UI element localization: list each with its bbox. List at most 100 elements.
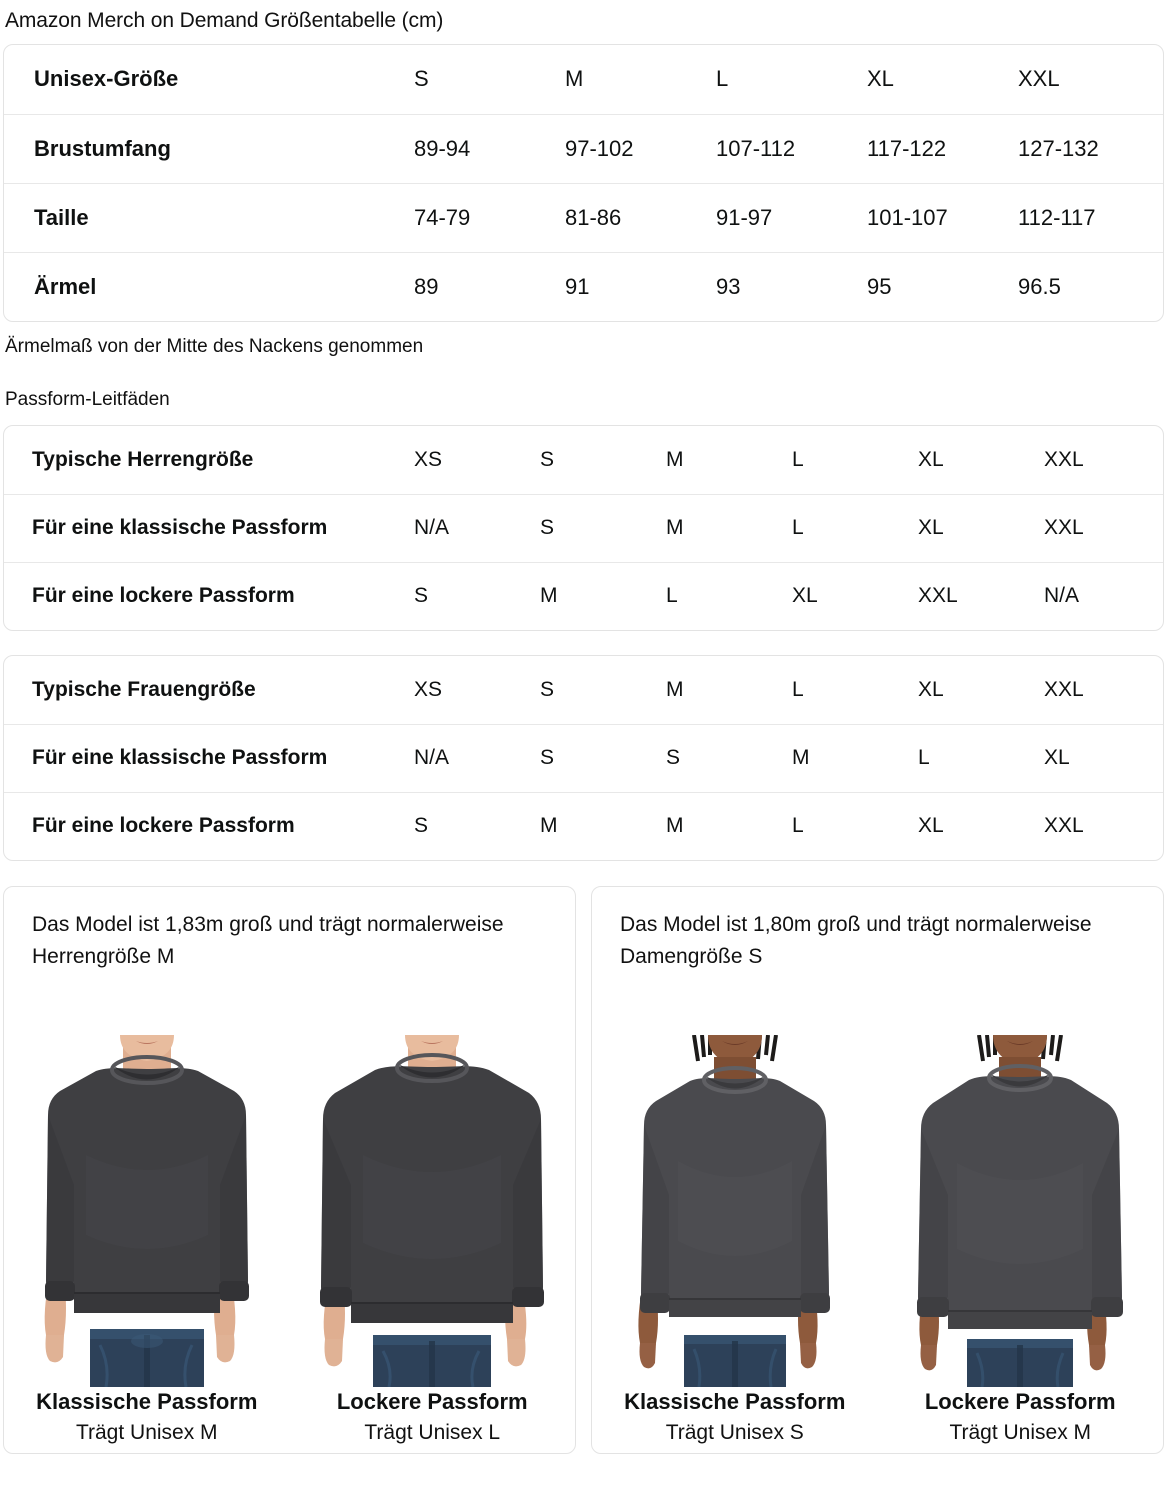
- cell-value: XXL: [1044, 677, 1084, 701]
- fit-title: Klassische Passform: [624, 1389, 846, 1414]
- size-table-card: Unisex-Größe S M L XL XXL Brustumfang 89…: [3, 44, 1164, 322]
- cell-value: L: [792, 677, 804, 701]
- cell-value: XXL: [1044, 447, 1084, 471]
- table-row: Taille 74-79 81-86 91-97 101-107 112-117: [4, 183, 1163, 252]
- model-photo-row: Das Model ist 1,83m groß und trägt norma…: [3, 886, 1164, 1454]
- cell-value: N/A: [414, 746, 450, 769]
- cell-value: XL: [918, 814, 944, 838]
- table-row: Typische Frauengröße XS S M L XL XXL: [4, 656, 1163, 724]
- cell-value: M: [540, 814, 558, 838]
- female-figures: Klassische Passform Trägt Unisex S: [592, 981, 1163, 1453]
- row-label: Für eine klassische Passform: [32, 746, 328, 769]
- sleeve-measurement-note: Ärmelmaß von der Mitte des Nackens genom…: [5, 336, 424, 357]
- cell-value: XXL: [1044, 814, 1084, 838]
- row-label: Unisex-Größe: [34, 66, 179, 92]
- male-figures: Klassische Passform Trägt Unisex M: [4, 981, 575, 1453]
- male-classic-fit-caption: Klassische Passform Trägt Unisex M: [36, 1387, 257, 1453]
- cell-value: S: [666, 746, 681, 769]
- male-relaxed-fit-caption: Lockere Passform Trägt Unisex L: [337, 1387, 528, 1453]
- size-table: Unisex-Größe S M L XL XXL Brustumfang 89…: [4, 45, 1163, 321]
- row-label: Taille: [34, 204, 89, 230]
- table-row: Brustumfang 89-94 97-102 107-112 117-122…: [4, 114, 1163, 183]
- female-relaxed-fit-figure: Lockere Passform Trägt Unisex M: [878, 1035, 1164, 1453]
- cell-value: 107-112: [716, 135, 796, 161]
- table-row: Ärmel 89 91 93 95 96.5: [4, 252, 1163, 321]
- row-label: Typische Frauengröße: [32, 677, 256, 701]
- cell-value: S: [540, 447, 555, 471]
- table-gap: [3, 631, 1164, 655]
- table-row: Typische Herrengröße XS S M L XL XXL: [4, 426, 1163, 494]
- male-classic-fit-figure: Klassische Passform Trägt Unisex M: [4, 1035, 290, 1453]
- model-height-note: Das Model ist 1,83m groß und trägt norma…: [32, 913, 504, 968]
- cell-value: 91-97: [716, 204, 773, 230]
- cell-value: 95: [867, 273, 892, 299]
- cell-value: 89: [414, 273, 439, 299]
- cell-value: S: [414, 584, 429, 608]
- cell-value: M: [666, 677, 684, 701]
- row-label: Typische Herrengröße: [32, 447, 254, 471]
- cell-value: M: [540, 584, 558, 608]
- fit-title: Lockere Passform: [336, 1389, 528, 1414]
- fit-title: Lockere Passform: [924, 1389, 1116, 1414]
- cell-value: XXL: [1044, 516, 1084, 539]
- cell-value: L: [792, 516, 804, 539]
- table-row: Für eine klassische Passform N/A S S M L…: [4, 724, 1163, 792]
- table-row: Unisex-Größe S M L XL XXL: [4, 45, 1163, 114]
- cell-value: XS: [414, 677, 443, 701]
- cell-value: XL: [792, 584, 818, 608]
- cell-value: N/A: [414, 516, 450, 539]
- row-label: Ärmel: [34, 273, 97, 299]
- table-row: Für eine lockere Passform S M L XL XXL N…: [4, 562, 1163, 630]
- female-relaxed-fit-photo: [895, 1035, 1146, 1387]
- cell-value: S: [540, 746, 555, 769]
- cell-value: M: [792, 746, 810, 769]
- mens-fit-table-card: Typische Herrengröße XS S M L XL XXL Für…: [3, 425, 1164, 631]
- cell-value: S: [414, 814, 429, 838]
- cell-value: XL: [918, 447, 944, 471]
- fit-wears: Trägt Unisex L: [364, 1421, 501, 1444]
- cell-value: XL: [918, 516, 944, 539]
- fit-wears: Trägt Unisex M: [75, 1421, 218, 1444]
- fit-title: Klassische Passform: [36, 1389, 258, 1414]
- model-height-note: Das Model ist 1,80m groß und trägt norma…: [620, 913, 1092, 968]
- row-label: Für eine klassische Passform: [32, 516, 328, 539]
- cell-value: 74-79: [414, 204, 471, 230]
- cell-value: XS: [414, 447, 443, 471]
- cell-value: M: [666, 447, 684, 471]
- mens-fit-table: Typische Herrengröße XS S M L XL XXL Für…: [4, 426, 1163, 630]
- cell-value: L: [716, 66, 729, 92]
- row-label: Brustumfang: [34, 135, 171, 161]
- cell-value: N/A: [1044, 584, 1080, 608]
- cell-value: XL: [867, 66, 894, 92]
- cell-value: 117-122: [867, 135, 947, 161]
- cell-value: M: [666, 814, 684, 838]
- cell-value: 89-94: [414, 135, 471, 161]
- page-title: Amazon Merch on Demand Größentabelle (cm…: [5, 9, 444, 32]
- female-classic-fit-photo: [609, 1035, 860, 1387]
- female-model-card: Das Model ist 1,80m groß und trägt norma…: [591, 886, 1164, 1454]
- cell-value: M: [666, 516, 684, 539]
- cell-value: M: [565, 66, 584, 92]
- womens-fit-table: Typische Frauengröße XS S M L XL XXL Für…: [4, 656, 1163, 860]
- cell-value: 127-132: [1018, 135, 1099, 161]
- fit-wears: Trägt Unisex M: [949, 1421, 1092, 1444]
- cell-value: L: [918, 746, 930, 769]
- cell-value: 96.5: [1018, 273, 1061, 299]
- male-model-card: Das Model ist 1,83m groß und trägt norma…: [3, 886, 576, 1454]
- male-relaxed-fit-photo: [301, 1035, 564, 1387]
- female-classic-fit-caption: Klassische Passform Trägt Unisex S: [624, 1387, 845, 1453]
- cell-value: 97-102: [565, 135, 634, 161]
- cell-value: XXL: [918, 584, 958, 608]
- womens-fit-table-card: Typische Frauengröße XS S M L XL XXL Für…: [3, 655, 1164, 861]
- female-relaxed-fit-caption: Lockere Passform Trägt Unisex M: [925, 1387, 1116, 1453]
- cell-value: 91: [565, 273, 590, 299]
- female-classic-fit-figure: Klassische Passform Trägt Unisex S: [592, 1035, 878, 1453]
- male-relaxed-fit-figure: Lockere Passform Trägt Unisex L: [290, 1035, 576, 1453]
- cell-value: S: [540, 516, 555, 539]
- cell-value: L: [666, 584, 678, 608]
- male-classic-fit-photo: [15, 1035, 278, 1387]
- cell-value: S: [540, 677, 555, 701]
- cell-value: XXL: [1018, 66, 1060, 92]
- row-label: Für eine lockere Passform: [32, 584, 295, 608]
